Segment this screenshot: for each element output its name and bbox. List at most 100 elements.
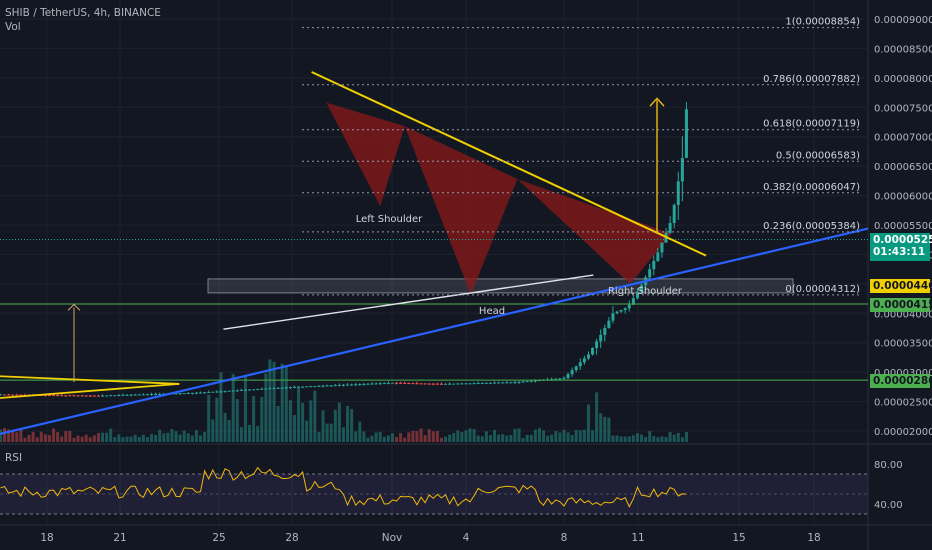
candle-body [207, 392, 211, 394]
fib-label: 0.5(0.00006583) [776, 150, 860, 161]
volume-bar [194, 430, 198, 442]
x-tick-label: 8 [561, 532, 568, 544]
candle-body [668, 223, 672, 233]
x-tick-label: 18 [807, 532, 820, 544]
candle-body [570, 370, 574, 375]
candle-body [529, 380, 533, 382]
volume-bar [505, 435, 509, 442]
candle-body [615, 311, 619, 314]
candle-body [395, 382, 399, 384]
volume-bar [43, 434, 47, 442]
candle-body [219, 391, 223, 393]
x-tick-label: 15 [732, 532, 745, 544]
candle-body [88, 395, 92, 397]
volume-bar [125, 436, 129, 442]
volume-bar [444, 436, 448, 442]
current-price-tag: 0.00005253 01:43:11 [870, 233, 932, 261]
candle-body [476, 383, 480, 385]
y-tick-label: 0.00002500 [874, 398, 932, 409]
volume-bar [407, 432, 411, 442]
volume-bar [378, 431, 382, 442]
candle-body [101, 395, 105, 397]
candle-body [215, 391, 219, 393]
volume-bar [644, 436, 648, 442]
candle-body [554, 378, 558, 380]
volume-bar [117, 434, 121, 442]
candle-body [333, 385, 337, 387]
x-tick-label: 11 [631, 532, 644, 544]
candle-body [15, 394, 19, 396]
volume-bar [660, 436, 664, 442]
candle-body [386, 382, 390, 384]
volume-bar [80, 436, 84, 442]
candle-body [317, 385, 321, 387]
candle-body [493, 382, 497, 384]
candle-body [346, 384, 350, 386]
candle-body [501, 382, 505, 384]
candle-body [125, 394, 129, 396]
candle-body [439, 383, 443, 385]
volume-bar [448, 434, 452, 442]
candle-body [109, 395, 113, 397]
volume-bars [0, 359, 688, 442]
candle-body [305, 386, 309, 388]
candle-body [358, 384, 362, 386]
volume-bar [150, 433, 154, 442]
candle-body [194, 392, 198, 394]
volume-bar [591, 430, 595, 442]
volume-bar [635, 433, 639, 442]
volume-bar [631, 435, 635, 442]
candle-body [468, 383, 472, 385]
candle-body [407, 383, 411, 385]
x-tick-label: Nov [382, 532, 403, 544]
volume-bar [488, 435, 492, 442]
candle-body [129, 394, 133, 396]
candle-body [43, 394, 47, 396]
volume-bar [566, 432, 570, 442]
volume-bar [554, 430, 558, 442]
candle-body [505, 382, 509, 384]
volume-bar [623, 436, 627, 442]
candle-body [656, 252, 660, 261]
volume-bar [129, 436, 133, 442]
candle-body [141, 394, 145, 396]
volume-bar [656, 437, 660, 442]
candle-body [382, 383, 386, 385]
x-tick-label: 18 [40, 532, 53, 544]
volume-bar [0, 429, 2, 442]
candle-body [84, 395, 88, 397]
volume-bar [268, 359, 272, 442]
volume-bar [435, 430, 439, 442]
candle-body [186, 392, 190, 394]
y-tick-label: 0.00006000 [874, 192, 932, 203]
candle-body [415, 383, 419, 385]
level-tag-green-1: 0.00004157 [870, 298, 932, 312]
volume-bar [358, 421, 362, 442]
candle-body [611, 313, 615, 321]
candle-body [411, 383, 415, 385]
candle-body [378, 383, 382, 385]
y-tick-label: 0.00008500 [874, 44, 932, 55]
volume-bar [460, 432, 464, 442]
candle-body [558, 378, 562, 380]
volume-bar [493, 430, 497, 442]
volume-bar [158, 429, 162, 442]
volume-bar [627, 436, 631, 442]
volume-bar [403, 437, 407, 442]
volume-bar [105, 432, 109, 442]
candle-body [284, 387, 288, 389]
volume-bar [452, 432, 456, 442]
candle-body [268, 388, 272, 390]
candle-body [403, 382, 407, 384]
candle-body [7, 394, 11, 396]
volume-bar [109, 428, 113, 442]
volume-bar [15, 432, 19, 442]
volume-bar [599, 413, 603, 442]
fib-label: 1(0.00008854) [785, 17, 860, 28]
candle-body [586, 354, 590, 359]
volume-bar [558, 432, 562, 442]
volume-bar [582, 429, 586, 442]
candle-body [313, 385, 317, 387]
volume-bar [411, 430, 415, 442]
